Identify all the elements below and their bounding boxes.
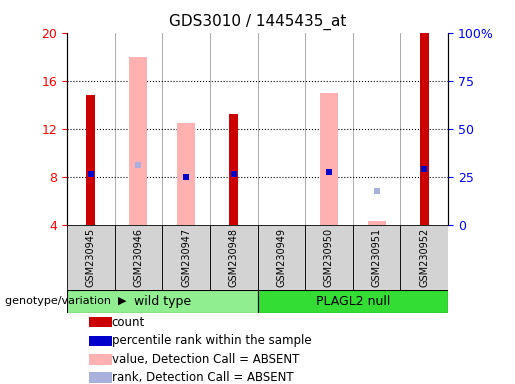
Bar	[67, 290, 258, 313]
Bar	[353, 225, 401, 290]
Text: count: count	[112, 316, 145, 329]
Bar	[177, 122, 195, 225]
Text: value, Detection Call = ABSENT: value, Detection Call = ABSENT	[112, 353, 299, 366]
Bar	[420, 33, 428, 225]
Bar	[210, 225, 258, 290]
Text: percentile rank within the sample: percentile rank within the sample	[112, 334, 312, 347]
Text: GSM230949: GSM230949	[277, 228, 286, 287]
Text: rank, Detection Call = ABSENT: rank, Detection Call = ABSENT	[112, 371, 294, 384]
Bar	[67, 225, 115, 290]
Text: GSM230951: GSM230951	[372, 228, 382, 287]
Bar	[305, 225, 353, 290]
Bar	[129, 57, 147, 225]
Text: genotype/variation  ▶: genotype/variation ▶	[5, 296, 127, 306]
Text: wild type: wild type	[134, 295, 191, 308]
Text: GSM230947: GSM230947	[181, 228, 191, 287]
Bar	[90, 354, 112, 365]
Bar	[229, 114, 238, 225]
Text: GSM230946: GSM230946	[133, 228, 143, 287]
Bar	[368, 221, 386, 225]
Bar	[320, 93, 338, 225]
Bar	[90, 317, 112, 327]
Bar	[90, 372, 112, 382]
Bar	[401, 225, 448, 290]
Bar	[258, 225, 305, 290]
Bar	[87, 95, 95, 225]
Bar	[90, 336, 112, 346]
Text: GSM230950: GSM230950	[324, 228, 334, 287]
Text: GSM230945: GSM230945	[86, 228, 96, 287]
Bar	[114, 225, 162, 290]
Text: PLAGL2 null: PLAGL2 null	[316, 295, 390, 308]
Bar	[162, 225, 210, 290]
Title: GDS3010 / 1445435_at: GDS3010 / 1445435_at	[169, 14, 346, 30]
Text: GSM230952: GSM230952	[419, 228, 429, 287]
Text: GSM230948: GSM230948	[229, 228, 238, 287]
Bar	[258, 290, 448, 313]
